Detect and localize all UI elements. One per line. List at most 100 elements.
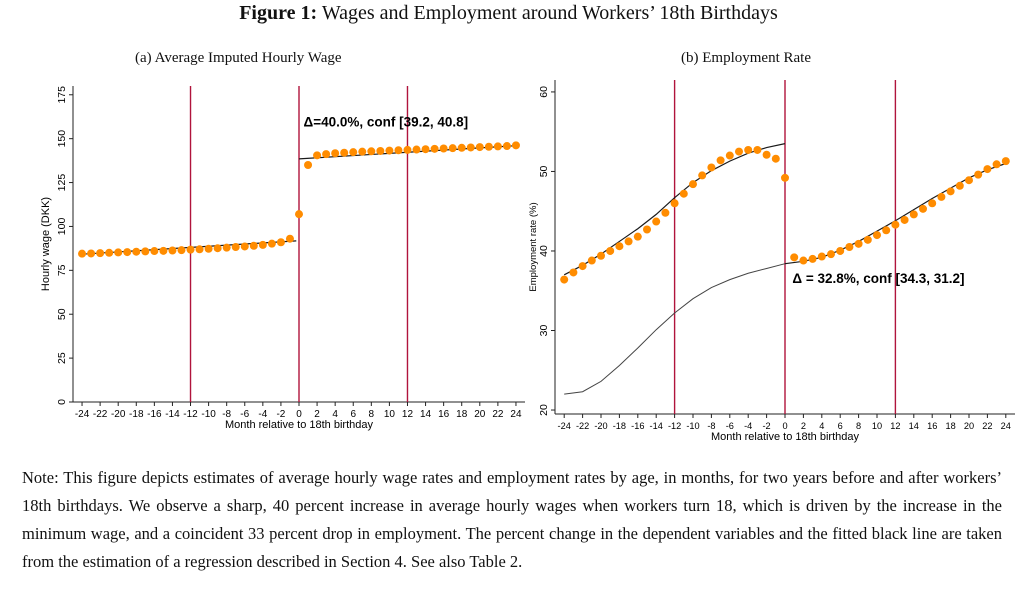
x-axis-title: Month relative to 18th birthday xyxy=(225,419,373,431)
y-tick-label: 125 xyxy=(56,174,68,192)
data-point xyxy=(615,242,624,251)
y-tick-label: 25 xyxy=(56,352,68,364)
data-point xyxy=(624,237,633,246)
data-point xyxy=(689,180,697,189)
x-tick-label: -18 xyxy=(129,409,144,420)
x-tick-label: 12 xyxy=(402,409,414,420)
delta-annotation: Δ=40.0%, conf [39.2, 40.8] xyxy=(304,114,469,129)
x-tick-label: 4 xyxy=(819,421,824,431)
data-point xyxy=(168,246,177,255)
data-point xyxy=(403,145,412,154)
y-tick-label: 50 xyxy=(538,165,550,177)
data-point xyxy=(213,244,222,253)
data-point xyxy=(762,150,771,159)
data-point xyxy=(358,147,367,156)
data-point xyxy=(836,246,845,255)
x-tick-label: 0 xyxy=(296,409,302,420)
x-tick-label: -4 xyxy=(744,421,752,431)
x-tick-label: -16 xyxy=(147,409,162,420)
panel-b-title: (b) Employment Rate xyxy=(681,50,811,67)
figure-title-text: Wages and Employment around Workers’ 18t… xyxy=(321,2,778,24)
x-tick-label: -18 xyxy=(613,421,626,431)
x-tick-label: -8 xyxy=(707,421,715,431)
data-point xyxy=(946,187,955,196)
data-point xyxy=(679,189,688,198)
data-point xyxy=(349,148,358,157)
panel-a-title-text: Average Imputed Hourly Wage xyxy=(154,50,342,66)
y-tick-label: 0 xyxy=(56,399,68,405)
data-point xyxy=(569,268,578,277)
y-tick-label: 150 xyxy=(56,130,68,148)
y-tick-label: 50 xyxy=(56,308,68,320)
x-tick-label: -16 xyxy=(631,421,644,431)
data-point xyxy=(340,148,349,157)
x-tick-label: -12 xyxy=(668,421,681,431)
x-tick-label: -14 xyxy=(165,409,180,420)
x-tick-label: -20 xyxy=(111,409,126,420)
data-point xyxy=(439,144,448,153)
data-point xyxy=(670,199,679,208)
data-point xyxy=(204,244,213,253)
figure-label: Figure 1: xyxy=(239,2,318,24)
data-point xyxy=(633,232,642,241)
x-tick-label: 14 xyxy=(909,421,919,431)
data-point xyxy=(744,145,753,154)
data-point xyxy=(295,210,303,219)
x-tick-label: -24 xyxy=(75,409,90,420)
data-point xyxy=(267,239,276,248)
data-point xyxy=(132,247,141,256)
x-tick-label: 8 xyxy=(856,421,861,431)
data-point xyxy=(827,250,835,259)
y-tick-label: 75 xyxy=(56,264,68,276)
x-tick-label: 20 xyxy=(474,409,486,420)
data-point xyxy=(304,161,313,169)
data-point xyxy=(790,253,799,262)
data-point xyxy=(457,143,466,152)
x-tick-label: 24 xyxy=(510,409,522,420)
data-point xyxy=(661,208,670,217)
data-point xyxy=(873,231,881,240)
data-point xyxy=(376,146,385,155)
data-point xyxy=(863,235,872,244)
data-point xyxy=(96,249,105,258)
counterfactual-line xyxy=(564,263,786,395)
x-tick-label: -2 xyxy=(276,409,285,420)
data-point xyxy=(808,254,817,263)
data-point xyxy=(799,256,808,265)
data-point xyxy=(928,199,937,208)
data-point xyxy=(159,246,168,255)
data-point xyxy=(652,217,661,226)
data-point xyxy=(606,246,615,255)
x-tick-label: 8 xyxy=(369,409,375,420)
y-tick-label: 30 xyxy=(538,325,550,337)
data-point xyxy=(955,181,964,190)
x-tick-label: 6 xyxy=(838,421,843,431)
x-tick-label: 10 xyxy=(872,421,882,431)
figure-title: Figure 1: Wages and Employment around Wo… xyxy=(0,2,1017,25)
x-tick-label: -22 xyxy=(93,409,108,420)
x-tick-label: -20 xyxy=(594,421,607,431)
data-point xyxy=(276,238,285,247)
data-point xyxy=(412,145,421,154)
data-point xyxy=(285,234,294,243)
x-tick-label: -12 xyxy=(183,409,198,420)
data-point xyxy=(817,252,826,261)
delta-annotation: Δ = 32.8%, conf [34.3, 31.2] xyxy=(792,271,964,286)
data-point xyxy=(249,241,258,250)
data-point xyxy=(560,275,569,284)
data-point xyxy=(974,170,983,179)
x-tick-label: 22 xyxy=(982,421,992,431)
data-point xyxy=(448,144,457,153)
data-point xyxy=(716,156,725,165)
data-point xyxy=(900,215,909,224)
y-tick-label: 60 xyxy=(538,86,550,98)
x-tick-label: 2 xyxy=(314,409,320,420)
x-tick-label: -24 xyxy=(558,421,571,431)
data-point xyxy=(771,154,780,163)
x-tick-label: 12 xyxy=(890,421,900,431)
data-point xyxy=(141,247,150,256)
data-point xyxy=(983,165,992,174)
data-point xyxy=(186,245,195,254)
data-point xyxy=(78,249,87,258)
